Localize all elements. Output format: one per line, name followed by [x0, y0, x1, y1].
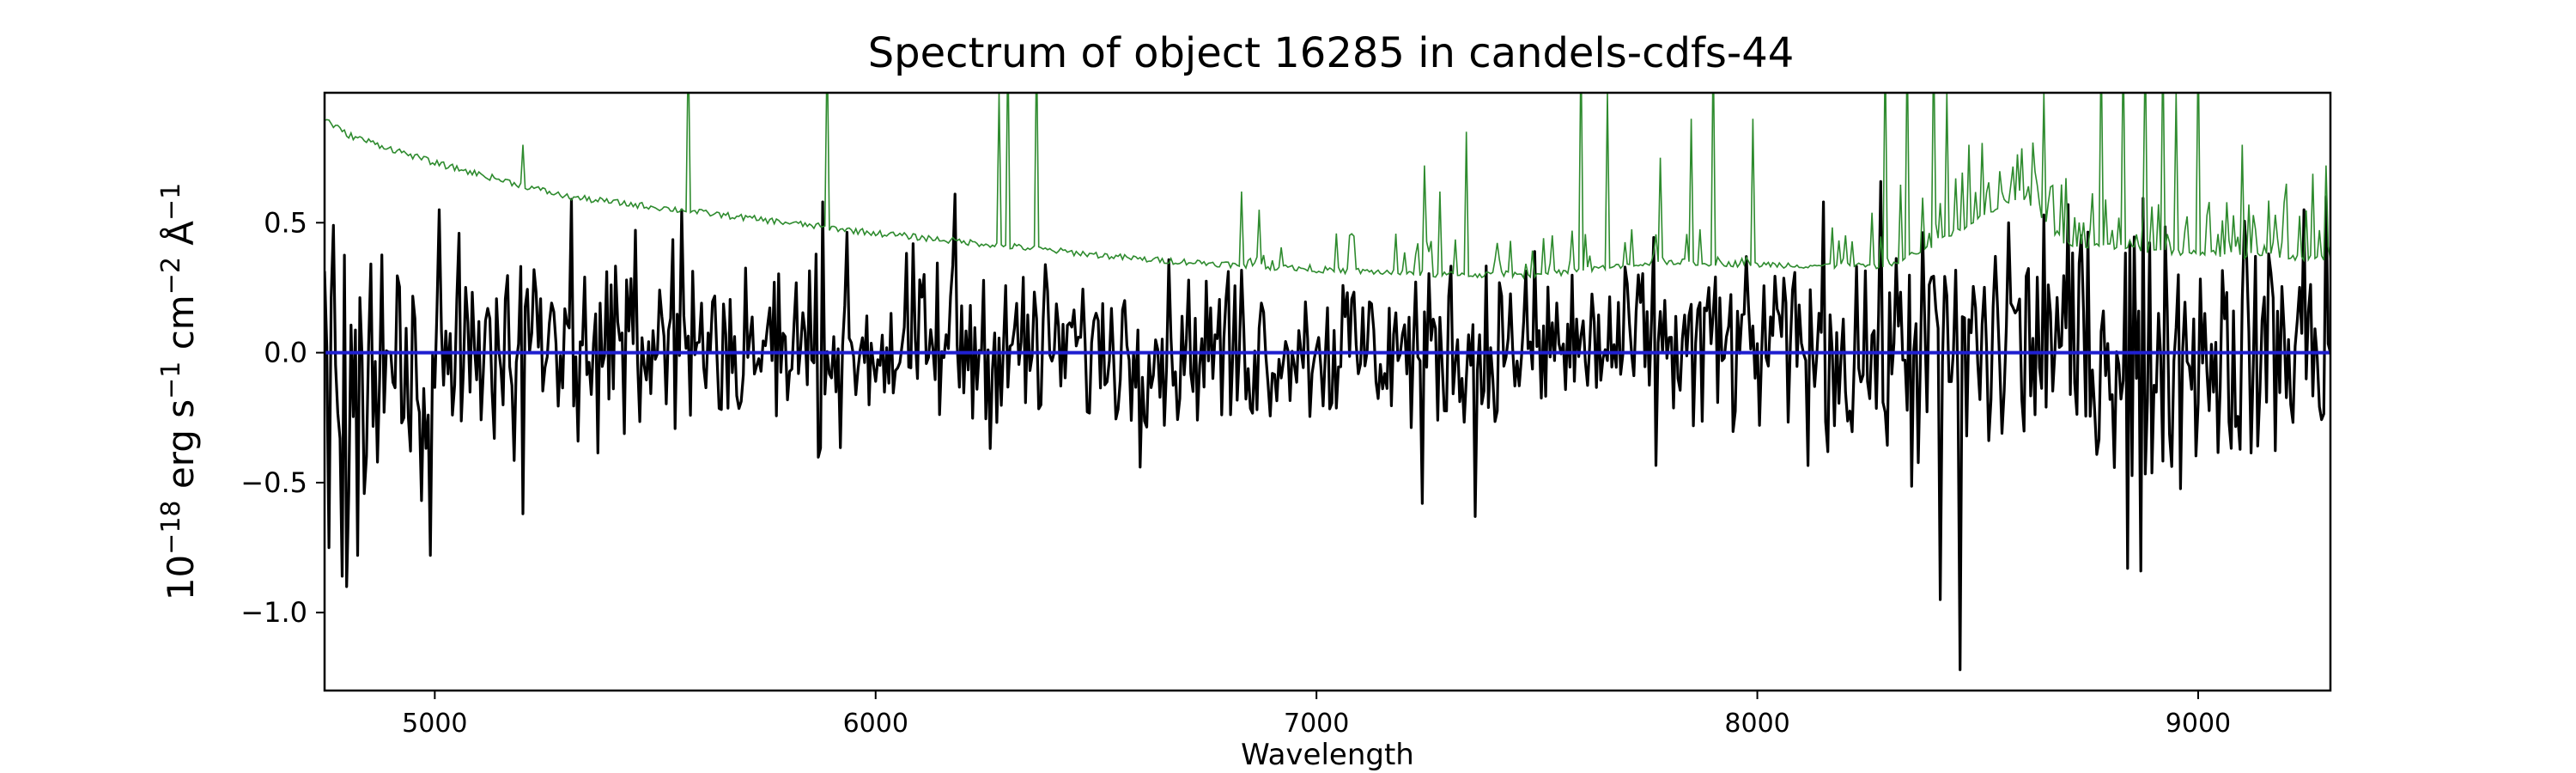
x-tick-label: 8000: [1724, 709, 1789, 739]
y-axis-label: 10−18 erg s−1 cm−2 Å−1: [156, 183, 202, 601]
y-tick-label: −1.0: [240, 596, 307, 629]
y-label-part3: cm: [160, 295, 202, 361]
y-tick-label: 0.0: [264, 337, 307, 369]
x-axis-label: Wavelength: [1241, 738, 1414, 772]
plot-frame: [323, 91, 2332, 692]
y-label-exp4: −1: [156, 183, 186, 221]
error-spectrum-line: [325, 93, 2330, 280]
chart-title: Spectrum of object 16285 in candels-cdfs…: [868, 29, 1795, 77]
y-axis-ticks: 0.5 0.0 −0.5 −1.0: [240, 206, 325, 629]
plot-area: [323, 91, 2332, 692]
x-axis-ticks: 5000 6000 7000 8000 9000: [402, 691, 2231, 739]
series-layer: [325, 93, 2330, 672]
y-label-exp2: −1: [156, 362, 186, 399]
y-label-base: 10: [160, 555, 202, 600]
x-tick-label: 6000: [843, 709, 908, 739]
y-label-part4: Å: [159, 221, 202, 257]
y-tick-label: −0.5: [240, 466, 307, 499]
x-tick-label: 5000: [402, 709, 467, 739]
flux-spectrum-line: [325, 180, 2330, 672]
y-tick-label: 0.5: [264, 206, 307, 239]
x-tick-label: 7000: [1284, 709, 1349, 739]
y-label-part2: erg s: [160, 399, 202, 501]
y-label-exp1: −18: [156, 501, 186, 555]
x-tick-label: 9000: [2166, 709, 2231, 739]
y-label-exp3: −2: [156, 257, 186, 295]
